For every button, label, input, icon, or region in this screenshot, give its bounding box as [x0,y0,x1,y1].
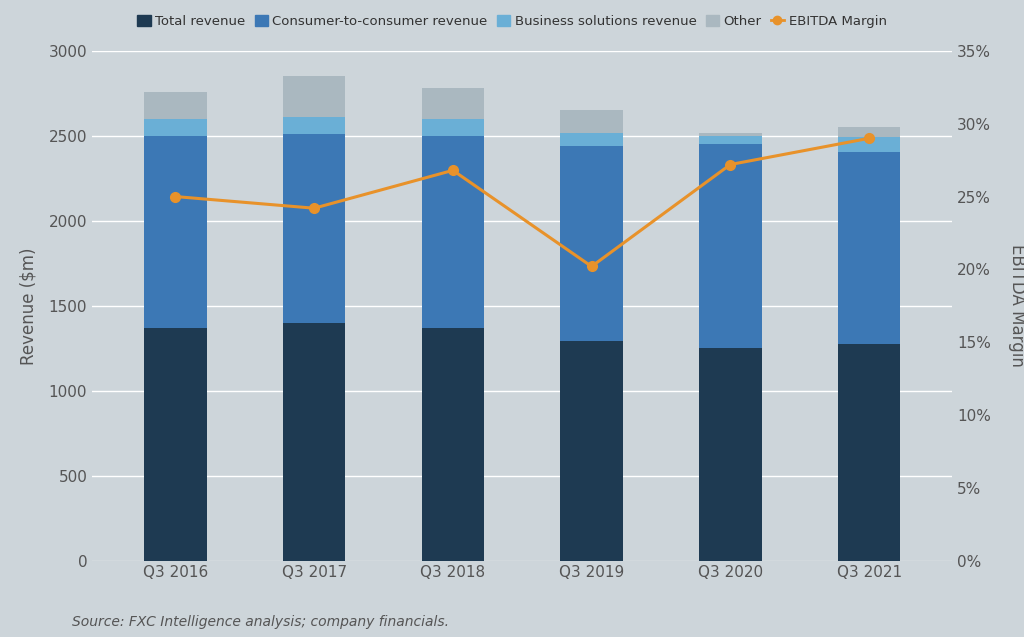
Bar [422,136,484,328]
Bar [699,348,762,561]
Bar [838,152,900,344]
Y-axis label: Revenue ($m): Revenue ($m) [19,247,38,364]
Bar [560,146,623,341]
Bar [699,133,762,136]
Bar [838,127,900,137]
Bar [699,136,762,145]
Bar [283,117,345,134]
Bar [838,137,900,152]
Bar [283,323,345,561]
Text: Source: FXC Intelligence analysis; company financials.: Source: FXC Intelligence analysis; compa… [72,615,449,629]
Bar [422,89,484,119]
Bar [560,341,623,561]
Bar [699,145,762,348]
Bar [560,110,623,133]
Legend: Total revenue, Consumer-to-consumer revenue, Business solutions revenue, Other, : Total revenue, Consumer-to-consumer reve… [132,10,892,33]
Bar [283,76,345,117]
Y-axis label: EBITDA Margin: EBITDA Margin [1008,245,1024,367]
Bar [144,328,207,561]
Bar [144,92,207,119]
Bar [560,133,623,146]
Bar [144,136,207,328]
Bar [422,119,484,136]
Bar [283,134,345,323]
Bar [838,344,900,561]
Bar [422,328,484,561]
Bar [144,119,207,136]
